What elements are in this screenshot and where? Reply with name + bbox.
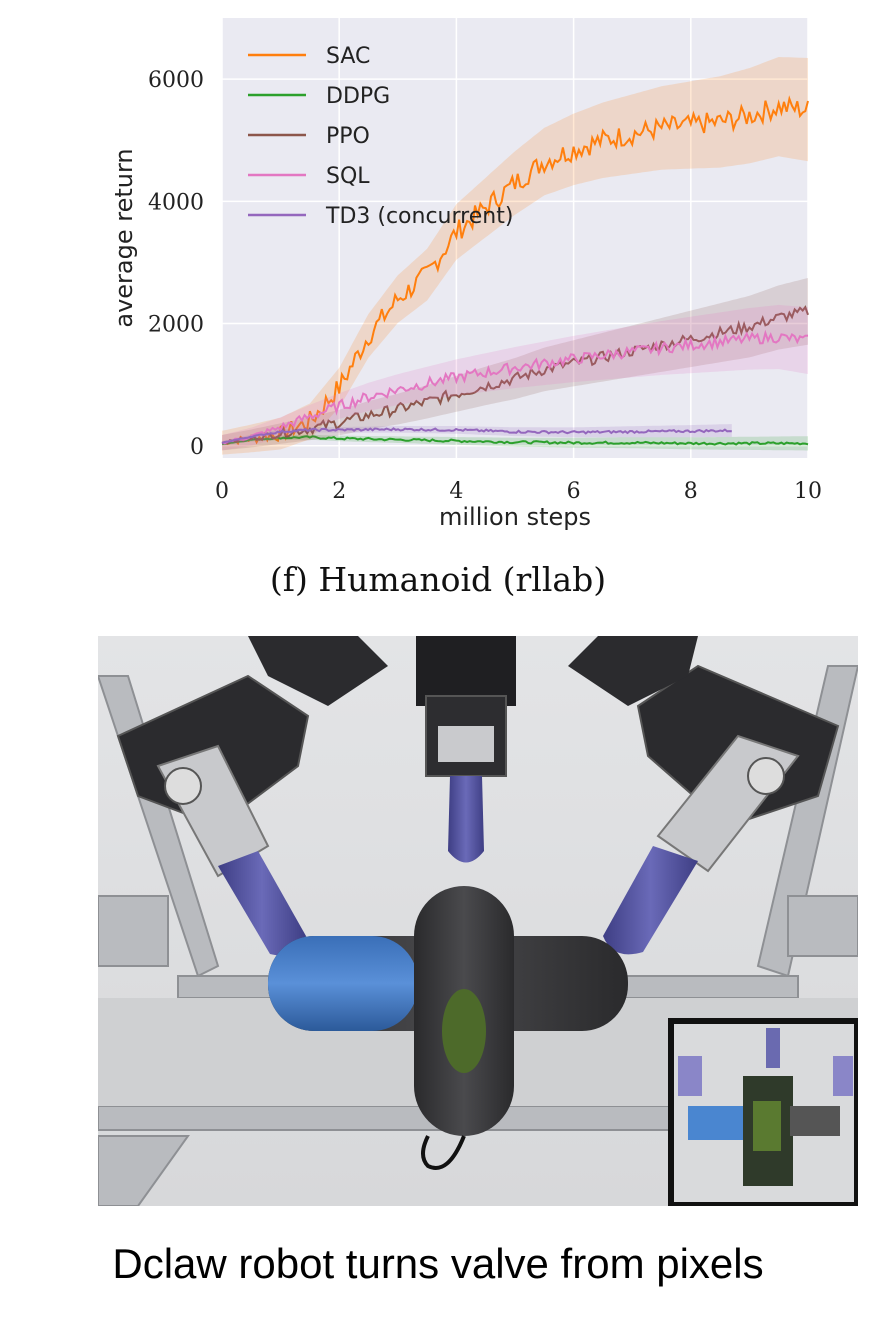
pixel-observation-inset: [668, 1018, 858, 1206]
center-claw-arm: [416, 636, 516, 863]
learning-curve-chart: 0 2 4 6 8 10 0 2000 4000 6000 million steps aver…: [110, 18, 822, 531]
x-tick-label: 8: [684, 479, 698, 504]
series-line: [221, 305, 809, 445]
x-tick-label: 10: [794, 479, 822, 504]
y-tick-label: 2000: [148, 313, 204, 338]
y-tick-labels: 0 2000 4000 6000: [148, 68, 204, 460]
legend-label: PPO: [326, 124, 370, 149]
x-axis-label: million steps: [439, 503, 591, 531]
series-line: [221, 95, 809, 446]
series-line: [221, 435, 809, 446]
robot-caption: Dclaw robot turns valve from pixels: [112, 1240, 764, 1287]
legend-label: TD3 (concurrent): [325, 204, 513, 229]
legend-label: SQL: [326, 164, 370, 189]
x-tick-labels: 0 2 4 6 8 10: [215, 479, 822, 504]
x-tick-label: 6: [567, 479, 581, 504]
legend-label: DDPG: [326, 84, 390, 109]
right-claw-arm: [568, 636, 840, 955]
robot-photo: [98, 636, 858, 1206]
series-line: [221, 329, 809, 445]
valve: [268, 886, 628, 1170]
y-tick-label: 0: [190, 435, 204, 460]
left-claw-arm: [116, 636, 388, 956]
series-band: [222, 57, 808, 455]
legend: SAC DDPG PPO SQL TD3 (concurrent): [248, 44, 513, 229]
series-lines: [221, 57, 809, 455]
series-band: [222, 304, 808, 451]
x-tick-label: 2: [332, 479, 346, 504]
x-tick-label: 4: [449, 479, 463, 504]
series-line: [221, 427, 732, 444]
chart-caption: (f) Humanoid (rllab): [269, 560, 607, 599]
y-tick-label: 6000: [148, 68, 204, 93]
x-tick-label: 0: [215, 479, 229, 504]
series-band: [222, 278, 808, 451]
plot-background: [222, 18, 808, 458]
legend-label: SAC: [326, 44, 370, 69]
y-tick-label: 4000: [148, 190, 204, 215]
y-axis-label: average return: [110, 148, 138, 327]
